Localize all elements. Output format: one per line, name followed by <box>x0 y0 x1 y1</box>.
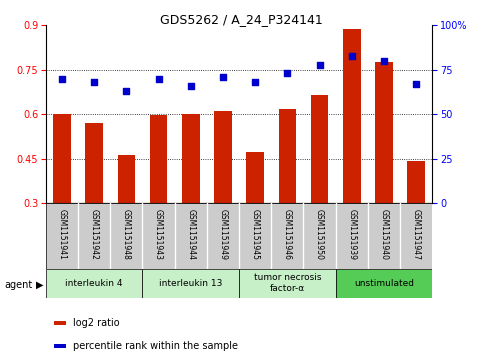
Bar <box>53 114 71 203</box>
Text: GSM1151950: GSM1151950 <box>315 208 324 260</box>
Bar <box>375 62 393 203</box>
Text: GSM1151946: GSM1151946 <box>283 208 292 260</box>
Text: agent: agent <box>5 280 33 290</box>
Bar <box>311 95 328 203</box>
Bar <box>214 111 232 203</box>
Text: GSM1151943: GSM1151943 <box>154 208 163 260</box>
Point <box>187 83 195 89</box>
Bar <box>336 269 432 298</box>
Text: GSM1151944: GSM1151944 <box>186 208 195 260</box>
Bar <box>182 114 199 203</box>
Point <box>90 79 98 85</box>
Point <box>284 70 291 76</box>
Text: GSM1151949: GSM1151949 <box>218 208 227 260</box>
Bar <box>54 344 66 348</box>
Bar <box>117 155 135 203</box>
Text: interleukin 4: interleukin 4 <box>65 279 123 287</box>
Bar <box>150 115 168 203</box>
Text: ▶: ▶ <box>36 280 44 290</box>
Bar <box>239 269 336 298</box>
Bar <box>279 109 296 203</box>
Point <box>123 88 130 94</box>
Text: tumor necrosis
factor-α: tumor necrosis factor-α <box>254 273 321 293</box>
Bar <box>54 321 66 325</box>
Text: GSM1151947: GSM1151947 <box>412 208 421 260</box>
Text: GSM1151941: GSM1151941 <box>57 208 67 260</box>
Bar <box>46 269 142 298</box>
Bar <box>343 29 361 203</box>
Text: GSM1151939: GSM1151939 <box>347 208 356 260</box>
Point <box>155 76 162 82</box>
Text: log2 ratio: log2 ratio <box>73 318 120 328</box>
Point <box>412 81 420 87</box>
Bar <box>85 123 103 203</box>
Bar <box>246 152 264 203</box>
Point <box>219 74 227 80</box>
Text: GSM1151942: GSM1151942 <box>90 208 99 260</box>
Point <box>348 53 355 58</box>
Text: unstimulated: unstimulated <box>354 279 414 287</box>
Point <box>251 79 259 85</box>
Bar <box>407 161 425 203</box>
Point <box>58 76 66 82</box>
Bar <box>142 269 239 298</box>
Text: GSM1151948: GSM1151948 <box>122 208 131 260</box>
Text: GSM1151940: GSM1151940 <box>380 208 388 260</box>
Text: interleukin 13: interleukin 13 <box>159 279 223 287</box>
Text: GDS5262 / A_24_P324141: GDS5262 / A_24_P324141 <box>160 13 323 26</box>
Point <box>316 62 324 68</box>
Text: GSM1151945: GSM1151945 <box>251 208 260 260</box>
Text: percentile rank within the sample: percentile rank within the sample <box>73 341 238 351</box>
Point <box>380 58 388 64</box>
